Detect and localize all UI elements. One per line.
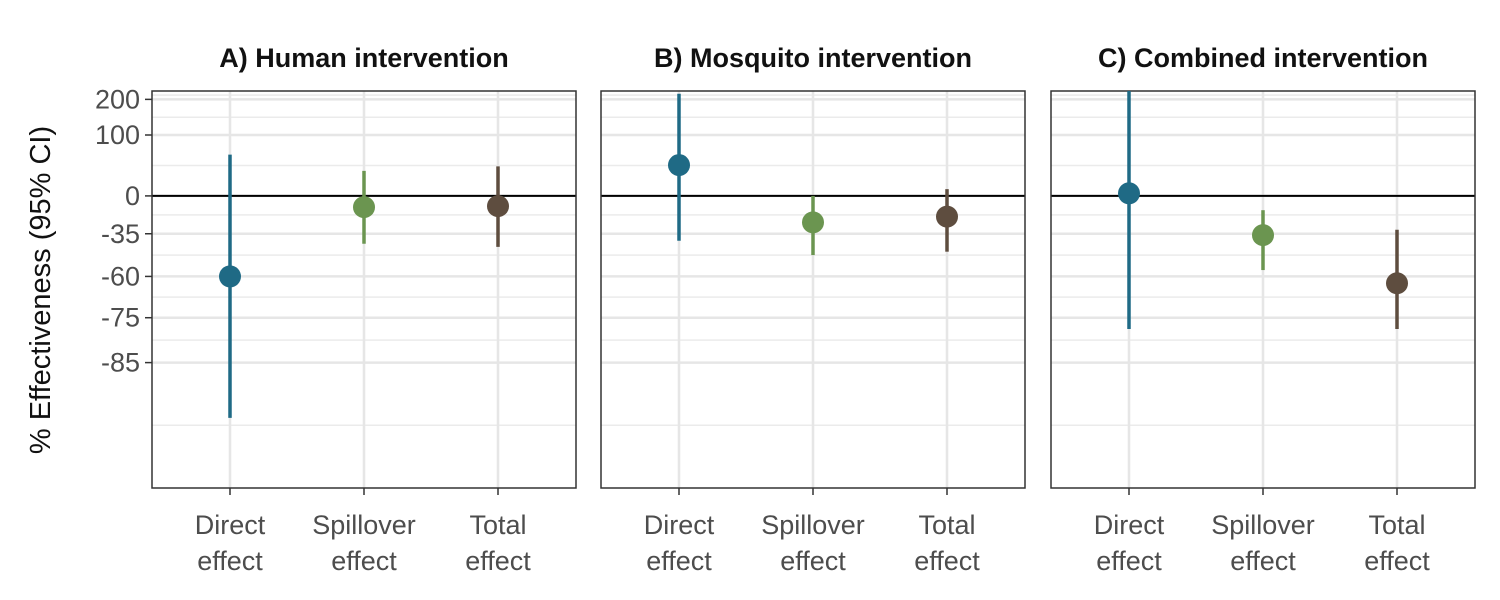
point-estimate-spillover-effect [1252,224,1274,247]
x-tick-label: Total [1368,510,1425,540]
point-estimate-total-effect [1386,272,1408,295]
y-tick-label: -60 [101,261,140,291]
y-tick-label: -85 [101,348,140,378]
x-tick-label: effect [1096,546,1162,576]
panel-title: B) Mosquito intervention [654,43,972,73]
point-estimate-spillover-effect [353,196,375,219]
panel-3: C) Combined intervention Direct effect Spil… [1050,43,1476,576]
x-tick-label: Direct [195,510,266,540]
point-estimate-direct-effect [219,265,241,288]
y-axis-ticks: 200 100 0 -35 -60 -75 -85 [95,84,152,378]
x-tick-label: effect [1230,546,1296,576]
panel-2: B) Mosquito intervention Direct effect Spil… [600,43,1026,576]
point-estimate-direct-effect [668,154,690,177]
x-tick-label: Spillover [312,510,416,540]
x-tick-label: Spillover [1211,510,1315,540]
panel-title: A) Human intervention [219,43,509,73]
x-tick-label: effect [914,546,980,576]
x-tick-label: effect [780,546,846,576]
y-axis-label: % Effectiveness (95% CI) [25,126,57,454]
y-tick-label: 200 [95,84,140,114]
y-tick-label: 0 [125,181,140,211]
point-estimate-total-effect [936,205,958,228]
x-tick-label: Direct [644,510,715,540]
point-estimate-total-effect [487,195,509,218]
x-tick-label: effect [465,546,531,576]
point-estimate-spillover-effect [802,211,824,234]
x-tick-label: Total [469,510,526,540]
x-tick-label: effect [646,546,712,576]
panel-title: C) Combined intervention [1098,43,1428,73]
y-tick-label: -35 [101,219,140,249]
panel-1: A) Human intervention Direct effect Spillov… [151,43,577,576]
y-tick-label: 100 [95,120,140,150]
x-tick-label: effect [1364,546,1430,576]
x-tick-label: Spillover [761,510,865,540]
x-tick-label: Direct [1094,510,1165,540]
x-tick-label: effect [331,546,397,576]
point-estimate-direct-effect [1118,182,1140,205]
x-tick-label: Total [918,510,975,540]
y-tick-label: -75 [101,303,140,333]
x-tick-label: effect [197,546,263,576]
y-axis-label-group: % Effectiveness (95% CI) [25,126,57,454]
panels: A) Human intervention Direct effect Spillov… [151,43,1476,576]
